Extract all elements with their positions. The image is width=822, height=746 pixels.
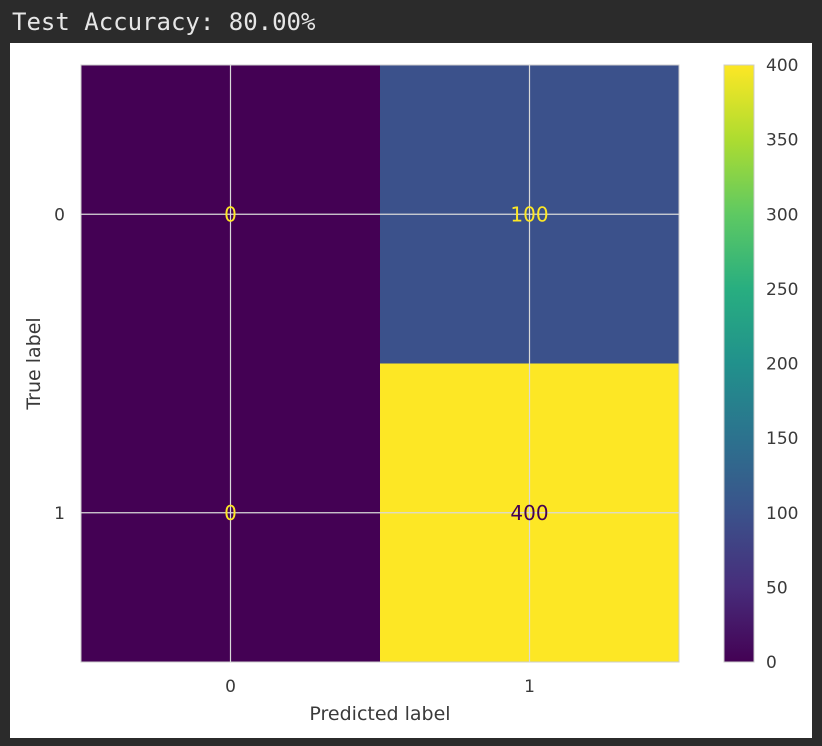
y-tick-label-0: 0 [54, 205, 65, 225]
cell-value-label-0-1: 100 [510, 202, 548, 226]
confusion-matrix-chart: 0 100 0 400 0 1 0 1 Predicted label True label 0… [23, 56, 798, 725]
colorbar-tick-label-2: 100 [766, 504, 798, 524]
y-tick-label-1: 1 [54, 504, 65, 524]
colorbar-tick-label-5: 250 [766, 280, 798, 300]
colorbar-gradient [723, 64, 755, 663]
heatmap-frame [80, 64, 680, 663]
y-axis-label: True label [23, 317, 45, 410]
colorbar-tick-label-0: 0 [766, 653, 777, 673]
x-axis-label: Predicted label [309, 703, 450, 725]
colorbar-tick-label-8: 400 [766, 56, 798, 76]
colorbar-tick-label-1: 50 [766, 578, 788, 598]
cell-value-label-0-0: 0 [224, 202, 237, 226]
colorbar-tick-label-3: 150 [766, 429, 798, 449]
console-output-line: Test Accuracy: 80.00% [12, 8, 316, 36]
cell-value-label-1-1: 400 [510, 501, 548, 525]
confusion-matrix-figure: 0 100 0 400 0 1 0 1 Predicted label True label 0… [10, 43, 812, 738]
colorbar-tick-label-7: 350 [766, 131, 798, 151]
colorbar-tick-label-6: 300 [766, 205, 798, 225]
x-tick-label-0: 0 [225, 677, 236, 697]
colorbar-tick-label-4: 200 [766, 355, 798, 375]
x-tick-label-1: 1 [524, 677, 535, 697]
cell-value-label-1-0: 0 [224, 501, 237, 525]
